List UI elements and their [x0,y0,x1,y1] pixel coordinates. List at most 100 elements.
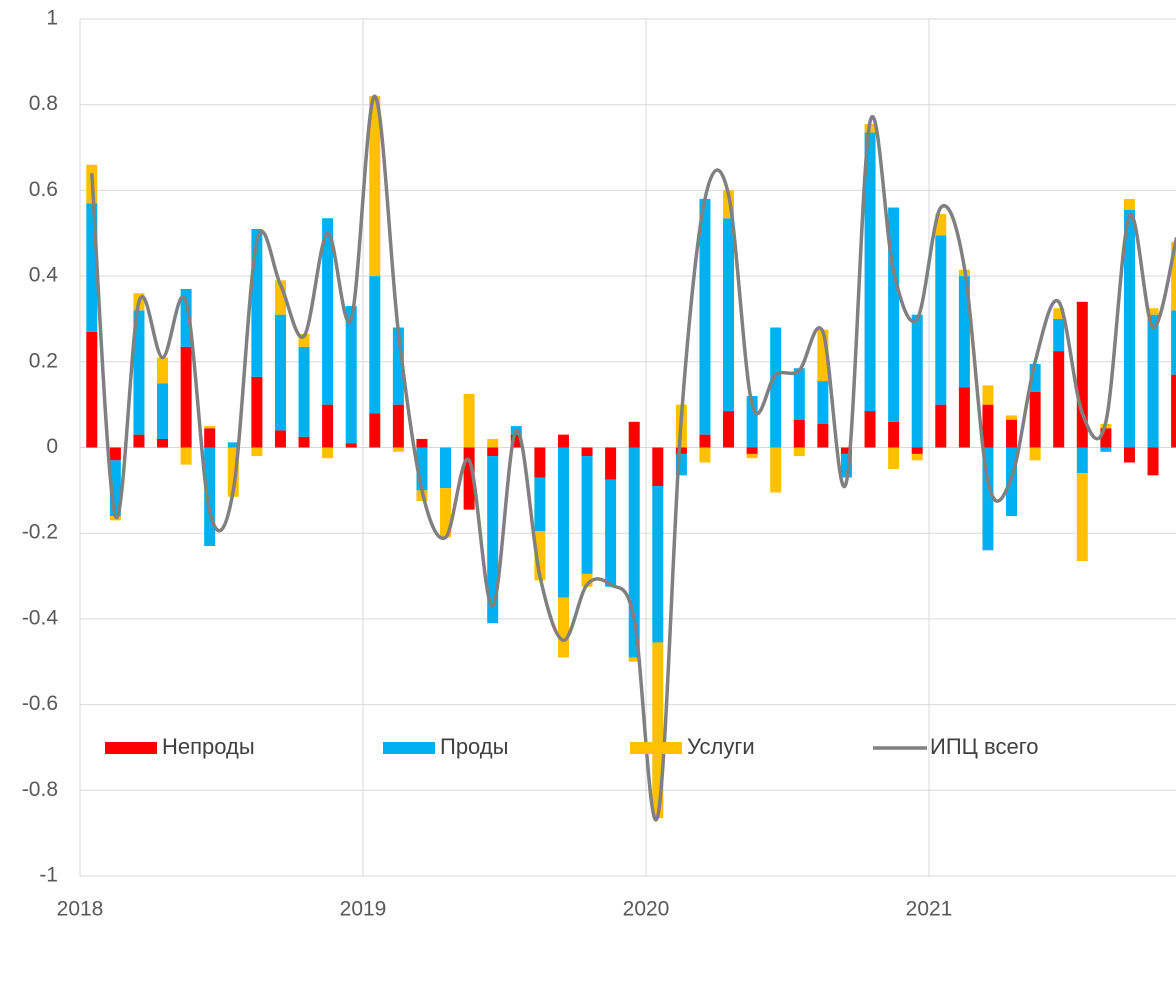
bar [817,381,829,424]
bar [322,218,334,405]
y-tick-label: -0.4 [22,606,59,629]
bar [935,213,947,236]
bar [534,447,546,478]
bar [557,597,569,658]
y-tick-label: -0.2 [22,521,58,544]
bar [133,310,145,435]
bar [652,486,664,643]
legend-label: ИПЦ всего [930,734,1038,759]
bar [204,447,216,547]
bar [557,434,569,448]
bar [1076,301,1088,448]
bar [369,413,381,448]
x-tick-label: 2021 [906,898,953,921]
y-tick-label: -0.8 [22,778,58,801]
bar [204,426,216,429]
bar [770,447,782,493]
bar [534,477,546,532]
legend-label: Услуги [687,734,755,759]
y-tick-label: 0.4 [29,264,59,287]
bar [180,346,192,448]
bar [1147,314,1159,448]
bar [1171,374,1176,448]
bar [982,447,994,551]
bar [487,438,499,448]
bar [416,447,428,491]
bar [699,198,711,435]
bar [1076,473,1088,562]
x-tick-label: 2018 [57,898,104,921]
bar [958,276,970,388]
bar [723,411,735,448]
bar [1006,419,1018,448]
bar [746,447,758,454]
bar [109,460,121,517]
bar [864,132,876,412]
bar [345,306,357,444]
bar [1029,447,1041,461]
bar [1147,308,1159,315]
bar [1100,428,1112,448]
bar [723,218,735,412]
bar [888,447,900,469]
bar [864,411,876,448]
bar [793,447,805,457]
bar [888,421,900,448]
bar [958,387,970,448]
bar [251,447,263,457]
x-tick-label: 2019 [340,898,387,921]
legend-swatch [383,742,435,754]
bar [911,453,923,461]
plot-area: -1 -0.8 -0.6 -0.4 -0.2 0 0.2 0.4 0.6 0.8 1 2018 2019… [22,7,1176,921]
bar [510,434,522,448]
bar [888,207,900,422]
y-tick-label: 0.2 [29,349,58,372]
y-tick-label: 0 [46,435,58,458]
bar [1029,363,1041,392]
bar [322,447,334,459]
bar [1100,447,1112,452]
cpi-line [90,94,1176,822]
bar [298,333,310,347]
bar [935,235,947,405]
bar [204,428,216,448]
bar [935,404,947,448]
bar [109,447,121,461]
bar [227,447,239,497]
bar [180,447,192,465]
bar [251,228,263,377]
bar [1053,318,1065,352]
bar [1053,351,1065,448]
bar [746,453,758,459]
bar [345,443,357,448]
bar [392,447,404,452]
bar [369,96,381,277]
bar [180,288,192,347]
bar [440,488,452,538]
bar [581,447,593,457]
bar [1123,198,1135,210]
legend-label: Непроды [162,734,255,759]
bar [440,447,452,489]
bar [770,327,782,448]
bar [534,531,546,581]
bar [86,203,98,332]
bar [982,404,994,448]
bar [274,430,286,448]
bar [793,419,805,448]
bar [557,447,569,598]
bar [86,331,98,448]
bar [1053,308,1065,319]
legend-swatch [630,742,682,754]
bar [133,434,145,448]
bar [581,573,593,587]
bar [487,456,499,624]
x-tick-label: 2020 [623,898,670,921]
bar [1123,447,1135,463]
bar [274,314,286,431]
y-tick-label: 0.6 [29,178,58,201]
bar [157,383,169,439]
bar [982,385,994,405]
bar [911,447,923,454]
